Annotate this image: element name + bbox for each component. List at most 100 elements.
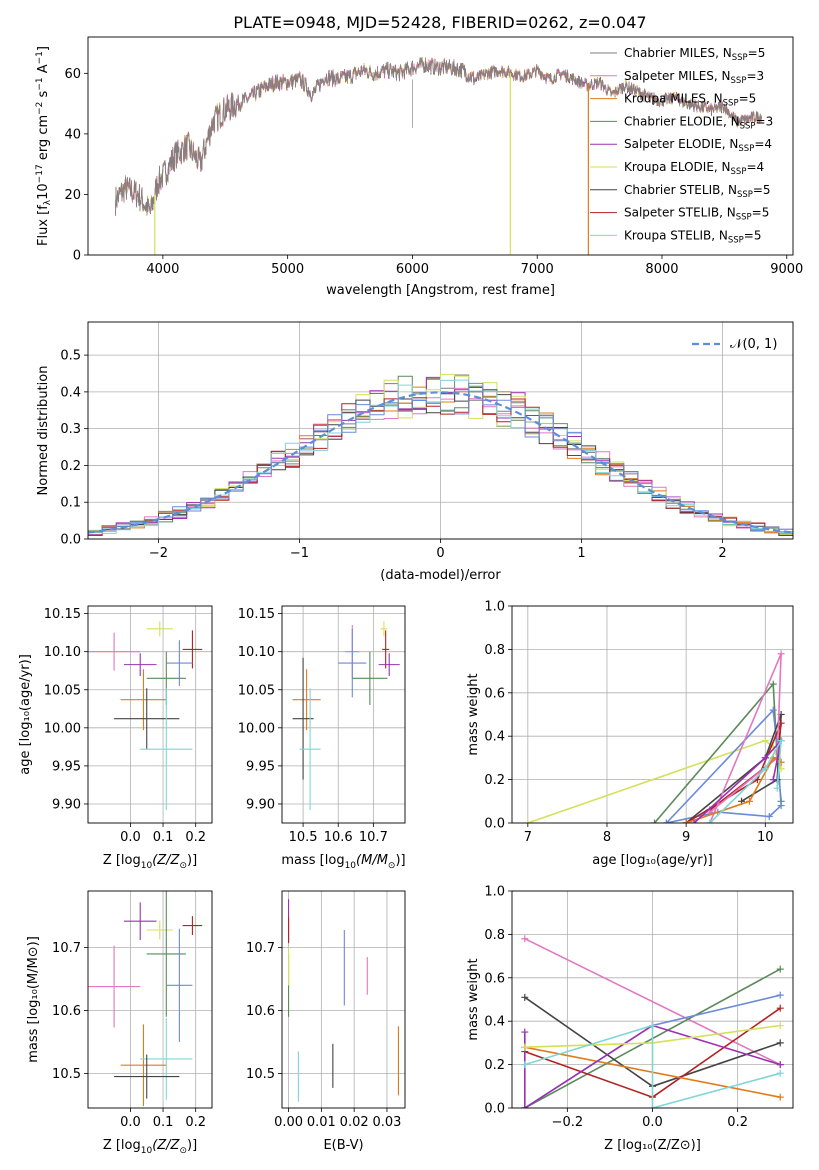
weight-marker xyxy=(649,1022,656,1030)
y-tick-label: 1.0 xyxy=(484,600,505,615)
x-tick-label: 10 xyxy=(757,830,774,845)
legend-label-value: =5 xyxy=(739,92,757,106)
x-axis-label: E(B-V) xyxy=(323,1138,363,1153)
y-tick-label: 9.95 xyxy=(246,759,275,774)
legend-label-value: =5 xyxy=(753,183,771,197)
legend-label-value: =3 xyxy=(746,69,764,83)
legend-label: Kroupa MILES, NSSP=5 xyxy=(624,92,756,109)
weight-line xyxy=(693,737,783,823)
y-tick-label: 9.90 xyxy=(52,797,81,812)
x-tick-label: 0.02 xyxy=(340,1115,369,1130)
x-tick-label: 0.0 xyxy=(642,1115,663,1130)
legend-label-text: Kroupa MILES, N xyxy=(624,92,723,106)
y-label-sup: −1 xyxy=(35,51,45,64)
weight-marker xyxy=(769,680,777,688)
y-tick-label: 0.5 xyxy=(60,349,81,364)
x-tick-label: −2 xyxy=(149,546,168,561)
panel-mass_vs_EBV: 0.00 0.01 0.02 0.03 10.5 10.6 10.7 E(B-V) xyxy=(246,890,406,1153)
weight-marker xyxy=(682,819,690,823)
legend-label-text: Kroupa STELIB, N xyxy=(624,228,728,242)
weight-marker xyxy=(777,802,785,810)
y-tick-label: 0.2 xyxy=(484,773,505,788)
x-axis-label: wavelength [Angstrom, rest frame] xyxy=(326,283,555,298)
x-tick-label: 9000 xyxy=(770,262,803,277)
plot-area xyxy=(524,650,785,823)
y-tick-label: 10.6 xyxy=(52,1004,81,1019)
y-tick-label: 10.6 xyxy=(246,1004,275,1019)
x-axis-label-sub: 10 xyxy=(141,861,153,871)
axes-frame xyxy=(281,890,406,1109)
weight-marker xyxy=(773,784,781,792)
weight-marker xyxy=(521,935,529,943)
y-tick-label: 10.15 xyxy=(238,607,275,622)
legend-label: Salpeter MILES, NSSP=3 xyxy=(624,69,764,86)
x-tick-label: 9 xyxy=(682,830,690,845)
weight-marker xyxy=(765,812,773,820)
y-tick-label: 10.10 xyxy=(44,645,81,660)
weight-marker xyxy=(776,1039,784,1047)
axes-frame xyxy=(87,890,213,1109)
legend-label-text: Salpeter MILES, N xyxy=(624,69,731,83)
y-tick-label: 0.8 xyxy=(484,643,505,658)
figure-title: PLATE=0948, MJD=52428, FIBERID=0262, z=0… xyxy=(233,13,646,32)
x-axis-label-sub: 10 xyxy=(345,861,357,871)
y-axis-label: mass weight xyxy=(466,673,481,755)
weight-marker xyxy=(521,1104,529,1108)
axes-frame xyxy=(511,890,794,1109)
legend-label-value: =5 xyxy=(752,206,770,220)
y-tick-label: 10.00 xyxy=(238,721,275,736)
x-axis-label: age [log₁₀(age/yr)] xyxy=(592,853,713,868)
plot-area xyxy=(292,621,400,811)
legend-label: Salpeter STELIB, NSSP=5 xyxy=(624,206,769,223)
axes-frame xyxy=(87,321,794,540)
y-tick-label: 0.6 xyxy=(484,971,505,986)
histogram-step xyxy=(88,382,793,536)
panel-age_vs_Z: 0.0 0.1 0.2 9.90 9.95 10.00 10.05 10.10 10.15 Z [… xyxy=(18,605,213,871)
plot-area xyxy=(521,935,784,1108)
x-axis-label-part: (M/M xyxy=(356,853,388,868)
axes-frame xyxy=(87,605,213,824)
x-axis-label-part: )] xyxy=(187,853,197,868)
weight-line xyxy=(524,937,781,1066)
y-tick-label: 10.00 xyxy=(44,721,81,736)
weight-marker xyxy=(690,819,698,823)
x-axis-label-part: (Z/Z xyxy=(152,1138,180,1153)
weight-marker xyxy=(706,819,714,823)
y-label-sup: −17 xyxy=(35,164,45,183)
panel-spectrum: 4000 5000 6000 7000 8000 9000 0 20 40 60 Chabrier … xyxy=(35,36,803,298)
legend-label: Chabrier MILES, NSSP=5 xyxy=(624,46,765,63)
x-axis-label-part: mass [log xyxy=(281,853,344,868)
x-tick-label: 0.0 xyxy=(120,1115,141,1130)
x-axis-label: (data-model)/error xyxy=(380,568,501,583)
x-tick-label: 0.00 xyxy=(274,1115,303,1130)
x-axis-label-sun: ⊙ xyxy=(388,861,396,871)
y-tick-label: 60 xyxy=(64,67,81,82)
x-axis-label-sub: 10 xyxy=(141,1146,153,1156)
x-tick-label: 1 xyxy=(577,546,585,561)
x-tick-label: 0.03 xyxy=(372,1115,401,1130)
x-axis-label: Z [log10(Z/Z⊙)] xyxy=(103,1138,197,1156)
legend-label-text: Chabrier MILES, N xyxy=(624,46,732,60)
x-tick-label: 0.2 xyxy=(185,1115,206,1130)
y-tick-label: 0.4 xyxy=(484,730,505,745)
legend-label-text: Salpeter ELODIE, N xyxy=(624,137,738,151)
y-tick-label: 0.0 xyxy=(60,533,81,548)
legend-label-value: =3 xyxy=(756,114,774,128)
legend-label: Chabrier ELODIE, NSSP=3 xyxy=(624,114,773,131)
legend-label-value: =4 xyxy=(754,137,772,151)
y-label-part: s xyxy=(36,90,51,101)
x-tick-label: −1 xyxy=(290,546,309,561)
legend-label: Salpeter ELODIE, NSSP=4 xyxy=(624,137,772,154)
weight-marker xyxy=(521,1043,529,1051)
weight-marker xyxy=(521,1028,529,1036)
legend-label-text: Salpeter STELIB, N xyxy=(624,206,736,220)
spectrum-line xyxy=(115,57,763,214)
y-tick-label: 10.05 xyxy=(44,683,81,698)
legend-label-sub: SSP xyxy=(737,190,753,200)
legend-label: 𝒩(0, 1) xyxy=(730,337,777,352)
weight-marker xyxy=(769,706,777,714)
weight-marker xyxy=(776,1061,784,1069)
y-tick-label: 0.2 xyxy=(484,1058,505,1073)
